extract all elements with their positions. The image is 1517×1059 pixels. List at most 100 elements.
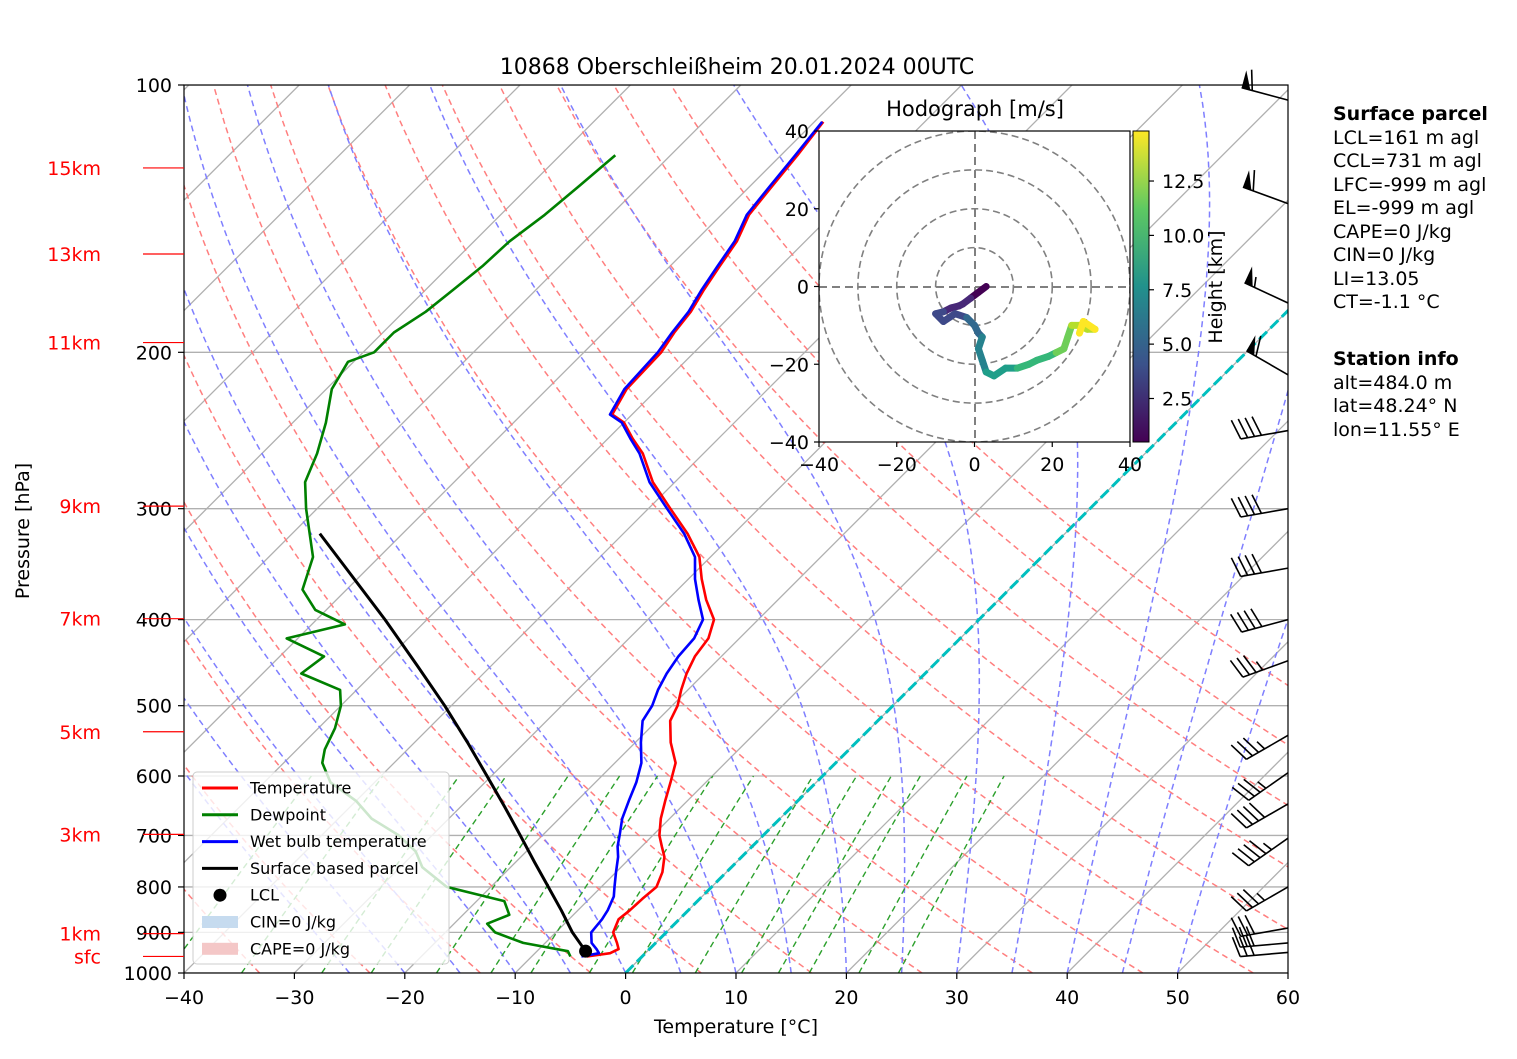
legend-label: CIN=0 J/kg [250, 913, 336, 932]
station-info-box: Station info alt=484.0 m lat=48.24° N lo… [1333, 348, 1460, 442]
wind-barb-full [1243, 610, 1256, 629]
wind-barb-staff [1244, 282, 1289, 304]
mixing-ratio-line [588, 775, 714, 973]
y-tick-label: 700 [136, 825, 172, 847]
colorbar-tick-label: 5.0 [1162, 334, 1192, 356]
wind-barb-full [1251, 416, 1263, 436]
wind-barbs [1229, 69, 1289, 958]
mixing-ratio-line [808, 775, 921, 973]
hodograph-x-label: 40 [1118, 454, 1142, 476]
station-info-heading: Station info [1333, 348, 1459, 370]
chart-title: 10868 Oberschleißheim 20.01.2024 00UTC [500, 55, 975, 80]
surface-parcel-heading: Surface parcel [1333, 103, 1488, 125]
isotherm-line [735, 420, 1288, 973]
wind-barb-staff [1248, 837, 1289, 867]
temperature-line [586, 121, 825, 958]
wind-barb-full [1251, 553, 1263, 574]
wind-barb-full [1231, 786, 1250, 801]
wind-barb-full [1229, 613, 1243, 633]
wind-barb-full [1231, 927, 1241, 948]
height-label: 11km [47, 333, 101, 355]
wind-barb-full [1242, 655, 1257, 673]
station-altitude: alt=484.0 m [1333, 371, 1453, 394]
legend-label: LCL [250, 886, 279, 905]
moist-adiabat-line [246, 85, 737, 973]
wind-barb-staff [1240, 951, 1289, 958]
wind-barb-staff [1246, 350, 1289, 376]
moist-adiabat-line [327, 85, 792, 973]
wind-barb-full [1230, 917, 1242, 937]
y-tick-label: 600 [136, 766, 172, 788]
hodograph-y-label: 40 [785, 121, 809, 143]
wind-barb-flag [1246, 335, 1256, 356]
y-tick-label: 500 [136, 696, 172, 718]
surface-parcel-ccl: CCL=731 m agl [1333, 150, 1482, 172]
dry-adiabat-line [498, 85, 1288, 868]
legend-label: CAPE=0 J/kg [250, 939, 350, 958]
surface-parcel-lfc: LFC=-999 m agl [1333, 173, 1487, 196]
wind-barb-full [1242, 805, 1260, 822]
wind-barb-full [1242, 737, 1260, 753]
hodograph-background [819, 131, 1130, 442]
colorbar-ticks: 2.5 5.0 7.5 10.0 12.5 [1149, 171, 1204, 411]
moist-adiabat-line [1121, 388, 1288, 973]
isotherm-line [184, 85, 742, 643]
wind-barb-full [1237, 496, 1249, 517]
wind-barb [1231, 772, 1289, 801]
wind-barb [1231, 926, 1289, 948]
dry-adiabat-line [184, 500, 592, 973]
dry-adiabat-line [441, 85, 1288, 931]
isotherm-line [1066, 751, 1288, 973]
moist-adiabat-line [184, 91, 682, 973]
hodograph-y-label: −40 [769, 432, 809, 454]
x-tick-label: 20 [834, 987, 858, 1009]
station-latitude: lat=48.24° N [1333, 395, 1458, 417]
wind-barb [1230, 494, 1289, 518]
moist-adiabat-line [733, 85, 981, 973]
wind-barb-full [1236, 892, 1254, 909]
x-tick-label: 0 [620, 987, 632, 1009]
wind-barb [1246, 335, 1289, 376]
wind-barb-flag [1241, 70, 1251, 91]
wind-barb-full [1237, 782, 1255, 797]
height-label: 7km [59, 609, 101, 631]
wind-barb-staff [1246, 803, 1289, 829]
mixing-ratio-line [490, 775, 621, 973]
y-tick-label: 800 [136, 877, 172, 899]
surface-parcel-cape: CAPE=0 J/kg [1333, 220, 1452, 243]
mixing-ratio-line [777, 775, 892, 973]
x-axis-ticks: −40 −30 −20 −10 0 10 20 30 40 50 60 [164, 973, 1300, 1009]
y-axis-label: Pressure [hPa] [12, 463, 34, 599]
y-tick-label: 300 [136, 499, 172, 521]
dry-adiabat-line [184, 353, 702, 973]
isotherm-line [184, 85, 411, 312]
colorbar-tick-label: 7.5 [1162, 280, 1192, 302]
dry-adiabat-line [269, 85, 1033, 973]
isotherm-line [514, 199, 1288, 973]
isotherm-line [184, 85, 521, 422]
colorbar-tick-label: 10.0 [1162, 225, 1204, 247]
y-tick-label: 200 [136, 342, 172, 364]
mixing-ratio-line [858, 775, 968, 973]
surface-parcel-li: LI=13.05 [1333, 267, 1420, 290]
moist-adiabat-line [559, 85, 906, 973]
hodograph-segment [1075, 317, 1087, 337]
legend-label: Dewpoint [250, 805, 326, 824]
surface-parcel-el: EL=-999 m agl [1333, 197, 1475, 219]
wind-barb-full [1250, 608, 1263, 628]
dry-adiabat-line [613, 85, 1288, 746]
wind-barb-full [1237, 418, 1249, 439]
height-label: 5km [59, 722, 101, 744]
wind-barb-staff [1241, 618, 1289, 633]
wind-barb-flag [1242, 170, 1252, 191]
wind-barb [1230, 416, 1289, 440]
wind-barb-full [1236, 809, 1254, 825]
isotherm-line [184, 85, 852, 754]
wind-barb-full [1242, 889, 1260, 905]
x-tick-label: −40 [164, 987, 204, 1009]
wind-barb [1242, 170, 1289, 205]
legend-swatch-dot [213, 888, 227, 902]
